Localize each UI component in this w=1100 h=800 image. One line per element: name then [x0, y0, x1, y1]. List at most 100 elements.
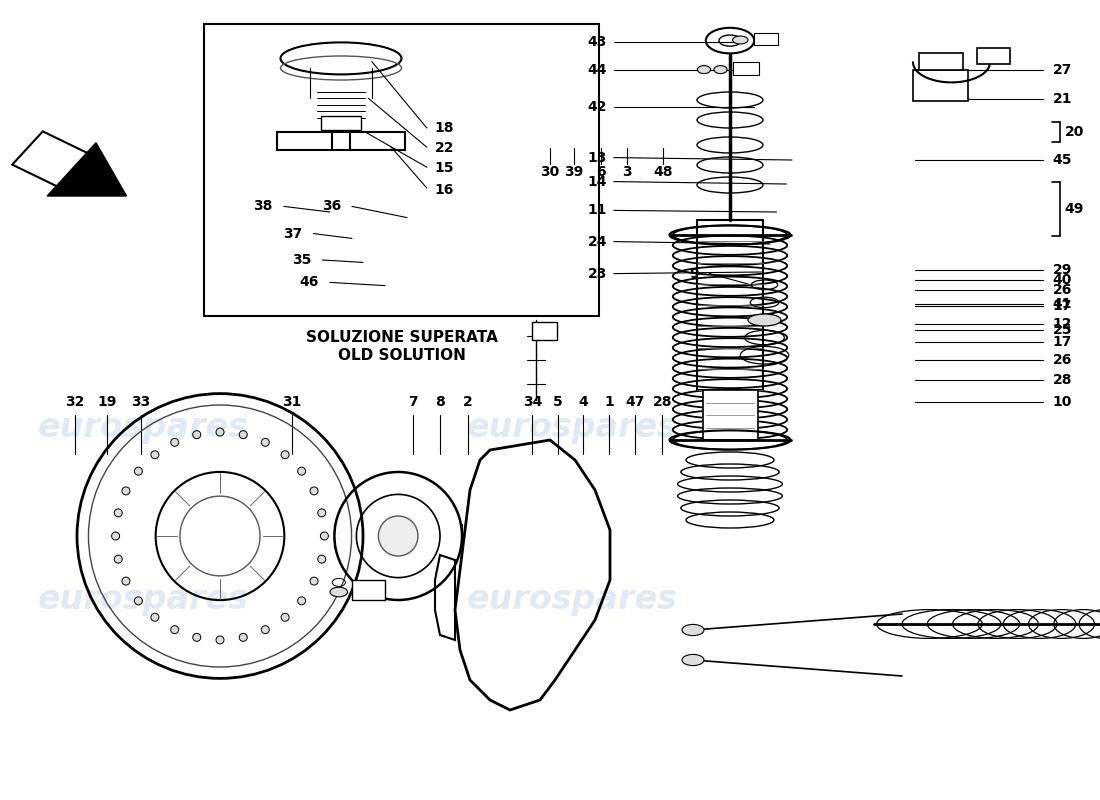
Text: 47: 47 — [625, 395, 645, 410]
Polygon shape — [47, 142, 126, 196]
Text: 45: 45 — [1053, 153, 1072, 167]
Ellipse shape — [114, 509, 122, 517]
Ellipse shape — [170, 626, 178, 634]
Ellipse shape — [318, 555, 326, 563]
Text: 1: 1 — [605, 395, 614, 410]
Text: 26: 26 — [1053, 353, 1072, 367]
Ellipse shape — [310, 577, 318, 585]
Text: 10: 10 — [1053, 395, 1072, 410]
FancyBboxPatch shape — [277, 132, 405, 150]
Text: 34: 34 — [522, 395, 542, 410]
FancyBboxPatch shape — [532, 322, 557, 340]
Ellipse shape — [216, 636, 224, 644]
Text: 28: 28 — [652, 395, 672, 410]
Text: 4: 4 — [579, 395, 587, 410]
Text: 37: 37 — [284, 226, 302, 241]
Text: 26: 26 — [1053, 282, 1072, 297]
Ellipse shape — [682, 624, 704, 635]
Text: 19: 19 — [97, 395, 117, 410]
Ellipse shape — [114, 555, 122, 563]
Text: eurospares: eurospares — [37, 583, 249, 617]
Text: 6: 6 — [596, 165, 605, 179]
Text: 7: 7 — [408, 395, 417, 410]
Ellipse shape — [282, 450, 289, 458]
FancyBboxPatch shape — [321, 116, 361, 130]
Text: 12: 12 — [1053, 317, 1072, 331]
Text: 46: 46 — [299, 275, 319, 290]
Text: 15: 15 — [434, 161, 454, 175]
Text: 38: 38 — [253, 199, 273, 214]
Text: 35: 35 — [292, 253, 311, 267]
Text: 20: 20 — [1065, 125, 1085, 139]
Text: 33: 33 — [131, 395, 151, 410]
Text: 17: 17 — [1053, 299, 1072, 314]
Ellipse shape — [170, 438, 178, 446]
FancyBboxPatch shape — [918, 53, 962, 70]
Text: 11: 11 — [587, 203, 607, 218]
Ellipse shape — [239, 430, 248, 438]
Text: 44: 44 — [587, 63, 607, 78]
Text: 30: 30 — [540, 165, 560, 179]
Text: 49: 49 — [1065, 202, 1085, 216]
FancyBboxPatch shape — [913, 70, 968, 101]
Text: 31: 31 — [282, 395, 301, 410]
Text: 8: 8 — [436, 395, 444, 410]
Ellipse shape — [697, 66, 711, 74]
FancyBboxPatch shape — [733, 62, 759, 75]
Ellipse shape — [262, 626, 270, 634]
FancyBboxPatch shape — [977, 48, 1010, 64]
Text: 28: 28 — [1053, 373, 1072, 387]
Text: 21: 21 — [1053, 92, 1072, 106]
FancyBboxPatch shape — [352, 580, 385, 600]
Ellipse shape — [151, 450, 158, 458]
Text: 24: 24 — [587, 234, 607, 249]
Ellipse shape — [122, 577, 130, 585]
Text: eurospares: eurospares — [466, 583, 678, 617]
Text: 13: 13 — [587, 150, 607, 165]
Ellipse shape — [378, 516, 418, 556]
Ellipse shape — [282, 614, 289, 622]
Text: OLD SOLUTION: OLD SOLUTION — [338, 349, 465, 363]
Text: 14: 14 — [587, 174, 607, 189]
Text: 5: 5 — [553, 395, 562, 410]
Ellipse shape — [318, 509, 326, 517]
Ellipse shape — [748, 314, 781, 326]
Text: 42: 42 — [587, 100, 607, 114]
Polygon shape — [12, 131, 106, 195]
Ellipse shape — [330, 587, 348, 597]
Text: eurospares: eurospares — [466, 411, 678, 445]
FancyBboxPatch shape — [703, 390, 758, 440]
Ellipse shape — [733, 36, 748, 44]
Text: 3: 3 — [623, 165, 631, 179]
Ellipse shape — [111, 532, 120, 540]
Text: 2: 2 — [463, 395, 472, 410]
Text: 48: 48 — [653, 165, 673, 179]
FancyBboxPatch shape — [204, 24, 600, 316]
Ellipse shape — [134, 597, 142, 605]
Text: 27: 27 — [1053, 63, 1072, 78]
Text: 17: 17 — [1053, 335, 1072, 350]
Ellipse shape — [192, 430, 201, 438]
Text: 39: 39 — [564, 165, 584, 179]
Text: 22: 22 — [434, 141, 454, 155]
Text: 25: 25 — [1053, 323, 1072, 338]
Text: 43: 43 — [587, 34, 607, 49]
Ellipse shape — [239, 634, 248, 642]
Text: 23: 23 — [587, 266, 607, 281]
Ellipse shape — [122, 487, 130, 495]
Ellipse shape — [682, 654, 704, 666]
Text: 32: 32 — [65, 395, 85, 410]
Text: 29: 29 — [1053, 263, 1072, 278]
Text: eurospares: eurospares — [37, 411, 249, 445]
Ellipse shape — [192, 634, 201, 642]
Ellipse shape — [151, 614, 158, 622]
Text: 16: 16 — [434, 182, 454, 197]
Text: 9: 9 — [689, 266, 698, 281]
Text: SOLUZIONE SUPERATA: SOLUZIONE SUPERATA — [306, 330, 497, 345]
Ellipse shape — [134, 467, 142, 475]
Ellipse shape — [216, 428, 224, 436]
Ellipse shape — [262, 438, 270, 446]
Ellipse shape — [310, 487, 318, 495]
Ellipse shape — [298, 597, 306, 605]
Text: 40: 40 — [1053, 273, 1072, 287]
